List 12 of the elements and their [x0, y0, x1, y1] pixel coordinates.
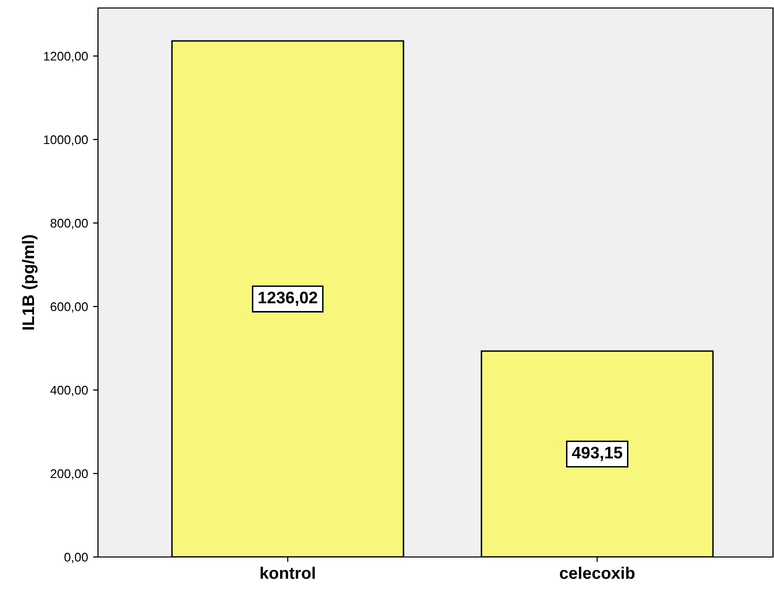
y-tick-label: 800,00 [50, 218, 88, 230]
x-tick-label: celecoxib [560, 566, 635, 579]
y-tick-label: 0,00 [64, 552, 88, 564]
data-label: 493,15 [572, 446, 622, 461]
y-tick-label: 400,00 [50, 386, 88, 396]
y-tick-label: 1000,00 [44, 135, 88, 146]
y-tick-label: 200,00 [50, 469, 88, 480]
y-tick-label: 600,00 [50, 302, 88, 313]
y-tick-label: 1200,00 [44, 52, 88, 62]
y-axis-title: IL1B (pg/ml) [22, 235, 38, 330]
data-label: 1236,02 [258, 292, 318, 306]
x-tick-label: kontrol [260, 566, 315, 579]
